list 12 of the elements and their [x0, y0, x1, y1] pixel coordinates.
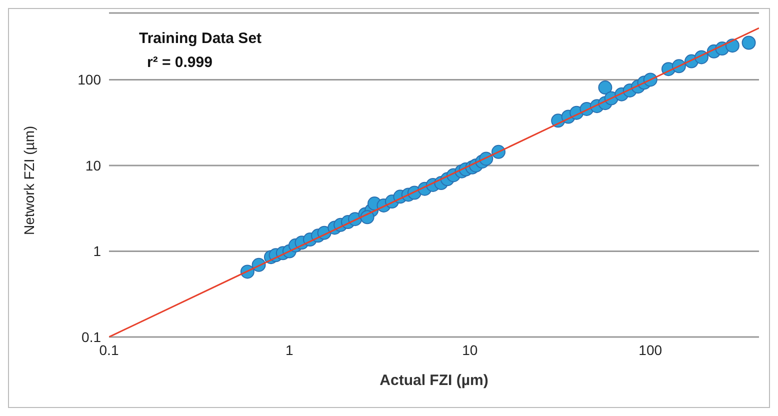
y-tick-label: 1	[93, 243, 102, 260]
x-tick-label: 100	[638, 342, 662, 358]
annotation: Training Data Set	[139, 29, 262, 49]
x-tick-label: 10	[462, 342, 478, 358]
y-tick-label: 10	[85, 157, 102, 174]
annotation: r² = 0.999	[146, 53, 214, 73]
y-tick-label: 0.1	[82, 328, 102, 345]
x-tick-label: 1	[286, 342, 294, 358]
x-axis-title: Actual FZI (µm)	[380, 372, 488, 389]
y-axis-title: Network FZI (µm)	[20, 126, 37, 235]
x-tick-label: 0.1	[99, 342, 119, 358]
y-tick-label: 100	[78, 72, 102, 88]
